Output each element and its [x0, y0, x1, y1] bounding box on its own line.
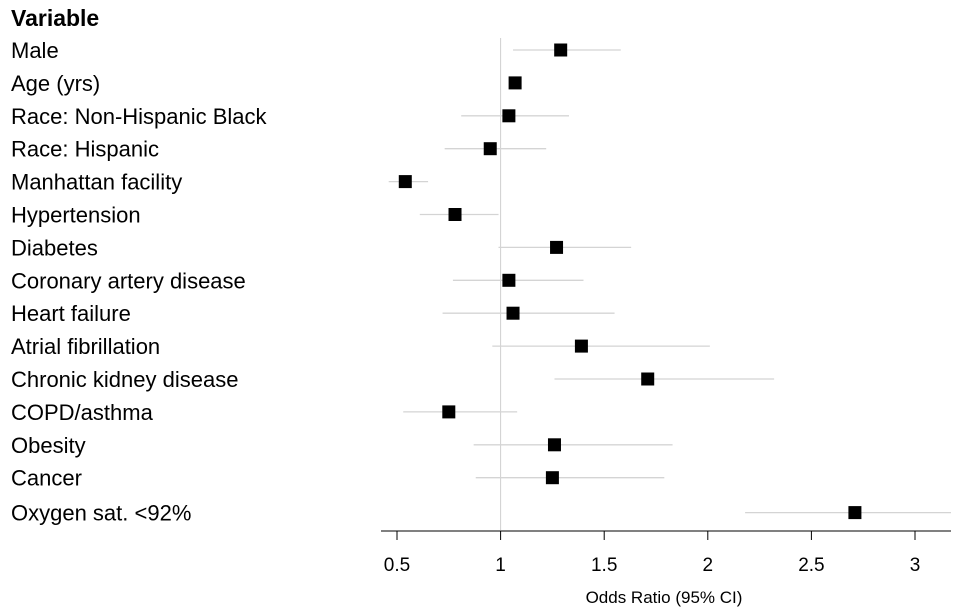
forest-row: Chronic kidney disease [11, 367, 775, 392]
variable-label: Cancer [11, 466, 82, 491]
variable-label: Coronary artery disease [11, 268, 246, 293]
odds-ratio-point [483, 142, 497, 156]
x-axis: 0.5 1 1.5 2 2.5 3 [381, 530, 951, 576]
forest-row: Diabetes [11, 235, 632, 260]
forest-row: Obesity [11, 433, 673, 458]
odds-ratio-point [502, 273, 516, 287]
odds-ratio-point [448, 208, 462, 221]
odds-ratio-point [545, 471, 559, 485]
odds-ratio-point [554, 43, 568, 57]
variable-label: Male [11, 38, 59, 63]
variable-label: Atrial fibrillation [11, 334, 160, 359]
x-axis-title: Odds Ratio (95% CI) [586, 588, 743, 607]
forest-row: Atrial fibrillation [11, 334, 710, 359]
forest-row: Manhattan facility [11, 170, 429, 195]
odds-ratio-point [848, 506, 862, 520]
x-tick-label: 2.5 [798, 555, 824, 576]
odds-ratio-point [547, 438, 561, 452]
odds-ratio-point [502, 109, 516, 123]
forest-row: Coronary artery disease [11, 268, 584, 293]
forest-row: COPD/asthma [11, 400, 518, 425]
forest-row: Male [11, 38, 621, 63]
x-tick-label: 1.5 [591, 555, 617, 576]
odds-ratio-point [550, 240, 564, 254]
variable-label: Heart failure [11, 301, 131, 326]
x-tick-label: 2 [703, 555, 714, 576]
variable-label: Obesity [11, 433, 86, 458]
forest-row: Age (yrs) [11, 71, 522, 96]
x-tick-label: 0.5 [384, 555, 410, 576]
variable-label: Manhattan facility [11, 170, 182, 195]
odds-ratio-point [508, 76, 522, 90]
variable-label: Race: Hispanic [11, 137, 159, 162]
x-tick-label: 1 [495, 555, 506, 576]
variable-label: Chronic kidney disease [11, 367, 238, 392]
variable-label: Oxygen sat. <92% [11, 501, 191, 526]
odds-ratio-point [641, 372, 655, 386]
odds-ratio-point [398, 175, 412, 189]
x-tick-label: 3 [910, 555, 921, 576]
forest-row: Race: Non-Hispanic Black [11, 104, 569, 129]
variable-header: Variable [11, 5, 99, 31]
odds-ratio-point [574, 339, 588, 353]
variable-label: Age (yrs) [11, 71, 100, 96]
variable-label: Diabetes [11, 235, 98, 260]
forest-row: Oxygen sat. <92% [11, 501, 951, 526]
forest-row: Hypertension [11, 203, 499, 228]
variable-label: Hypertension [11, 203, 141, 228]
forest-rows: Male Age (yrs) Race: Non-Hispanic Black Rac… [11, 38, 951, 526]
variable-label: COPD/asthma [11, 400, 154, 425]
odds-ratio-point [506, 306, 520, 320]
forest-row: Heart failure [11, 301, 615, 326]
forest-row: Race: Hispanic [11, 137, 547, 162]
odds-ratio-point [442, 405, 456, 419]
variable-label: Race: Non-Hispanic Black [11, 104, 268, 129]
forest-row: Cancer [11, 466, 665, 491]
